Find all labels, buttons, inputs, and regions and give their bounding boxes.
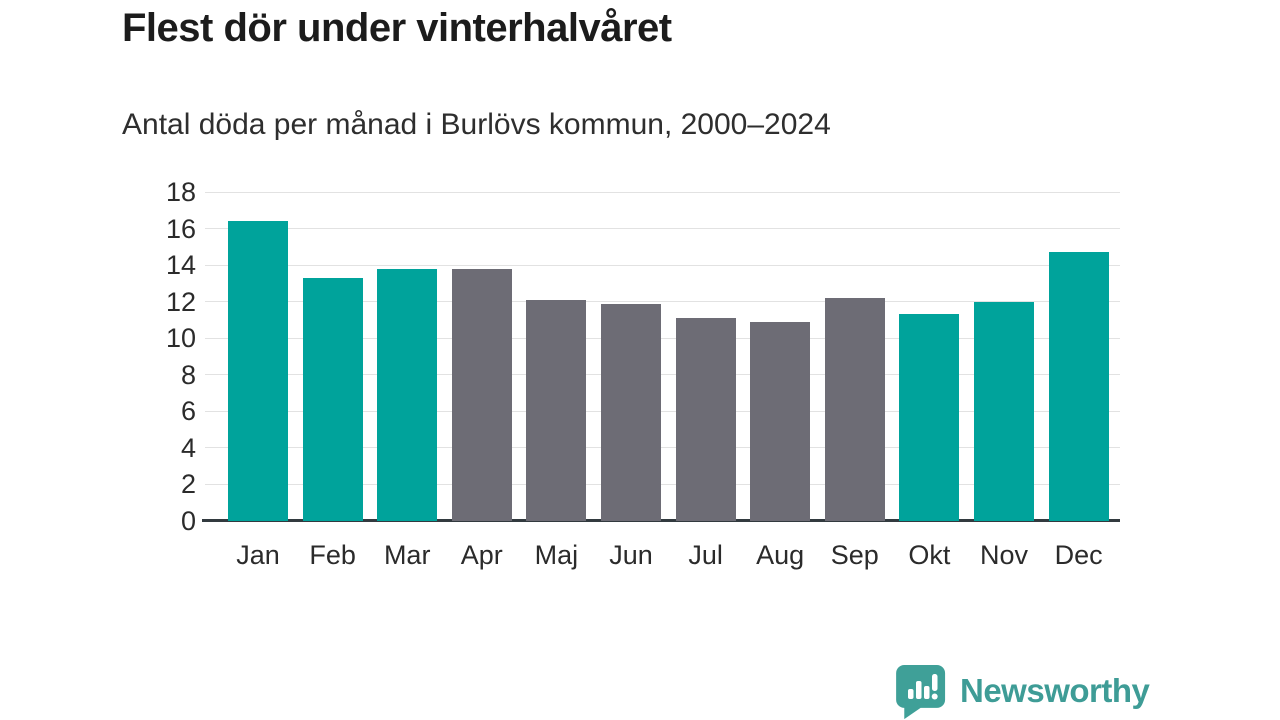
gridline-10 [205, 337, 1120, 339]
x-tick-label-okt: Okt [908, 540, 951, 570]
gridline-12 [205, 301, 1120, 303]
gridline-16 [205, 228, 1120, 230]
x-axis-line [202, 519, 1120, 522]
y-tick-label-16: 16 [165, 213, 196, 244]
gridline-14 [205, 264, 1120, 266]
x-tick-label-feb: Feb [309, 540, 356, 570]
branding: Newsworthy [896, 663, 1150, 720]
chart-title: Flest dör under vinterhalvåret [122, 6, 672, 50]
gridline-6 [205, 410, 1120, 412]
y-tick-label-14: 14 [165, 250, 196, 281]
x-tick-label-sep: Sep [830, 540, 879, 570]
newsworthy-logo-icon [896, 663, 950, 720]
bar-mar [377, 268, 438, 521]
gridline-4 [205, 447, 1120, 449]
x-tick-label-mar: Mar [383, 540, 431, 570]
bar-maj [526, 299, 587, 521]
bar-apr [451, 268, 512, 521]
x-tick-label-dec: Dec [1054, 540, 1103, 570]
x-tick-label-jul: Jul [688, 540, 723, 570]
bar-feb [302, 277, 363, 521]
y-tick-label-2: 2 [180, 469, 196, 500]
x-tick-label-jan: Jan [236, 540, 280, 570]
gridline-8 [205, 374, 1120, 376]
y-tick-label-4: 4 [180, 432, 196, 463]
bar-jun [601, 303, 661, 521]
plot-area [202, 191, 1120, 522]
x-tick-label-maj: Maj [534, 540, 579, 570]
x-tick-label-jun: Jun [609, 540, 653, 570]
y-tick-label-8: 8 [180, 359, 196, 390]
y-axis-labels: 0 2 4 6 8 10 12 14 16 18 [140, 179, 196, 535]
bar-dec [1048, 252, 1109, 521]
y-tick-label-10: 10 [165, 323, 196, 354]
gridline-2 [205, 483, 1120, 485]
y-tick-label-0: 0 [180, 506, 196, 536]
x-axis-labels: Jan Feb Mar Apr Maj Jun Jul Aug Sep Okt Nov Dec [205, 540, 1120, 580]
y-tick-label-6: 6 [180, 396, 196, 427]
y-tick-label-12: 12 [165, 286, 196, 317]
bar-jan [228, 221, 288, 521]
newsworthy-logo-text: Newsworthy [960, 672, 1150, 709]
bar-aug [750, 321, 811, 521]
y-tick-label-18: 18 [165, 177, 196, 207]
x-tick-label-nov: Nov [979, 540, 1028, 570]
x-tick-label-apr: Apr [460, 540, 503, 570]
bar-sep [824, 298, 885, 521]
gridline-18 [205, 191, 1120, 193]
bar-jul [675, 318, 736, 521]
chart-subtitle: Antal döda per månad i Burlövs kommun, 2… [122, 108, 831, 141]
bar-okt [899, 314, 960, 521]
x-tick-label-aug: Aug [756, 540, 805, 570]
bar-nov [974, 301, 1034, 521]
